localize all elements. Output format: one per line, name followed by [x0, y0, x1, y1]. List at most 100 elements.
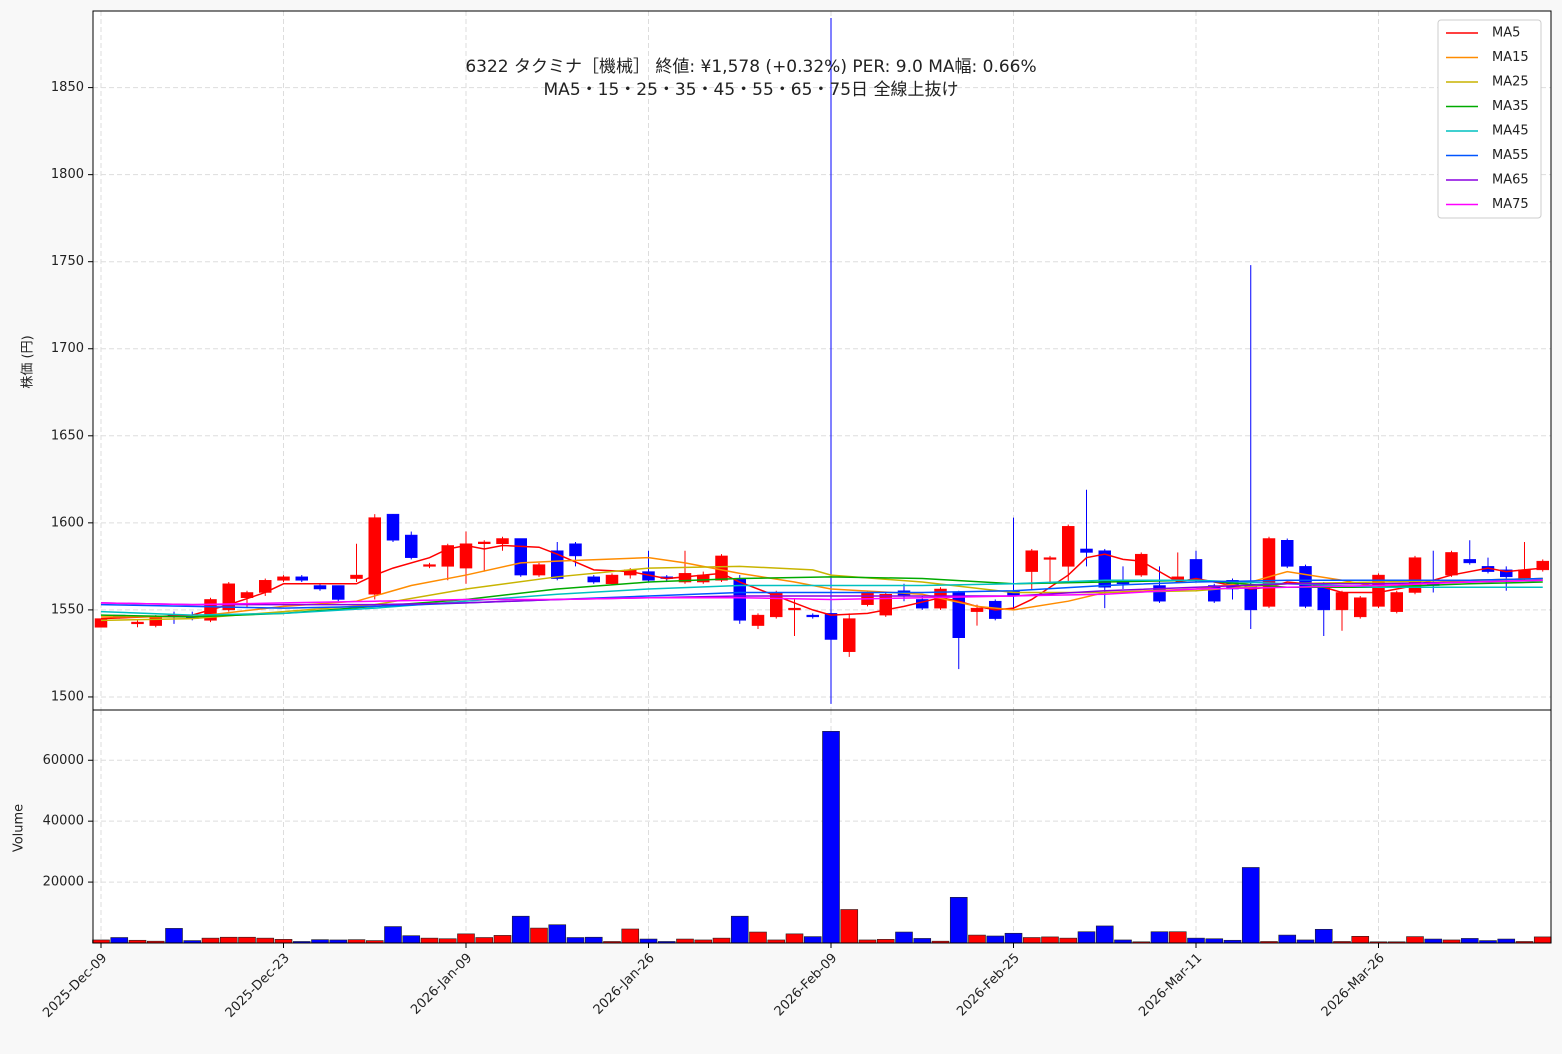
y-tick-label: 1550 [51, 602, 84, 617]
candle-body [1500, 569, 1513, 578]
volume-bar [566, 937, 585, 944]
volume-bar [949, 897, 968, 944]
volume-bar [1351, 935, 1370, 944]
candle-body [587, 576, 600, 583]
legend-label: MA25 [1492, 75, 1529, 90]
x-tick-label: 2026-Mar-26 [1319, 951, 1388, 1020]
candle-body [1445, 552, 1458, 576]
volume-bar [1022, 937, 1041, 944]
chart-title: 6322 タクミナ［機械］ 終値: ¥1,578 (+0.32%) PER: 9… [465, 57, 1036, 77]
volume-bar [1150, 931, 1169, 944]
volume-bar [548, 924, 567, 944]
y-tick-label: 20000 [43, 875, 84, 890]
volume-bar [402, 935, 421, 944]
volume-bar [876, 939, 895, 944]
y-tick-label: 1650 [51, 428, 84, 443]
y-tick-label: 1800 [51, 167, 84, 182]
candle-body [1080, 548, 1093, 553]
x-tick-label: 2025-Dec-09 [40, 951, 110, 1021]
candle-body [295, 576, 308, 581]
x-tick-label: 2026-Mar-11 [1136, 951, 1205, 1020]
y-tick-label: 1700 [51, 341, 84, 356]
candle-body [1098, 550, 1111, 588]
volume-bar [1533, 936, 1552, 944]
volume-bar [749, 931, 767, 944]
candle-body [405, 534, 418, 558]
candle-body [478, 541, 491, 544]
candle-body [605, 574, 619, 585]
volume-bar [621, 928, 640, 944]
y-tick-label: 40000 [43, 814, 84, 829]
volume-bar [1406, 936, 1424, 944]
volume-bar [1278, 934, 1297, 944]
candle-body [423, 564, 436, 567]
x-tick-label: 2026-Jan-26 [591, 951, 658, 1018]
x-tick-label: 2025-Dec-23 [223, 951, 293, 1021]
candle-body [1463, 559, 1476, 564]
ma-line [100, 579, 1543, 606]
candle-body [1281, 540, 1294, 567]
legend-label: MA45 [1492, 124, 1529, 139]
volume-bar [840, 909, 859, 944]
volume-bar [785, 933, 804, 944]
volume-bar [110, 937, 129, 944]
candle-body [1062, 526, 1075, 567]
chart-subtitle: MA5・15・25・35・45・55・65・75日 全線上抜け [544, 80, 959, 100]
candle-body [751, 614, 765, 626]
candle-body [350, 574, 363, 579]
legend-label: MA15 [1492, 50, 1529, 65]
volume-bar [986, 935, 1005, 944]
volume-bar [1004, 932, 1023, 944]
volume-bar [1497, 938, 1516, 944]
ma-line [100, 579, 1543, 606]
volume-bar [712, 937, 731, 944]
candle-body [1335, 592, 1349, 611]
candle-body [715, 555, 728, 581]
candle-body [1135, 553, 1148, 576]
candle-body [824, 613, 838, 640]
candle-body [1025, 550, 1038, 572]
candle-body [459, 543, 473, 569]
candle-body [240, 592, 254, 598]
candle-body [1354, 597, 1367, 618]
volume-bar [511, 915, 530, 944]
candle-body [1518, 569, 1531, 579]
candle-body [1262, 538, 1276, 607]
volume-bar [1168, 931, 1187, 944]
volume-bar [1241, 867, 1260, 944]
candle-body [1536, 560, 1549, 571]
y-tick-label: 1500 [51, 689, 84, 704]
volume-bar [1424, 938, 1443, 944]
volume-bar [219, 936, 238, 944]
volume-bar [347, 939, 366, 944]
legend-box [1437, 19, 1542, 219]
candle-body [332, 585, 345, 600]
candle-body [843, 618, 856, 652]
volume-bar [730, 915, 749, 944]
volume-bar [238, 936, 256, 944]
y-axis-label: 株価 (円) [21, 335, 36, 388]
volume-axis-label: Volume [12, 804, 27, 852]
legend-label: MA65 [1492, 173, 1529, 188]
legend-label: MA55 [1492, 148, 1529, 163]
volume-bar [1205, 938, 1224, 944]
candle-body [952, 592, 965, 638]
volume-bar [1041, 936, 1059, 944]
candle-body [970, 607, 984, 612]
volume-bar [676, 938, 694, 944]
volume-frame [92, 709, 1552, 944]
y-tick-label: 1850 [51, 80, 84, 95]
volume-bar [895, 931, 913, 944]
volume-bar [1095, 925, 1114, 944]
y-tick-label: 1750 [51, 254, 84, 269]
volume-bar [420, 937, 439, 944]
volume-bar [457, 933, 475, 944]
volume-bar [475, 937, 494, 944]
volume-bar [1059, 937, 1078, 944]
volume-bar [530, 927, 548, 944]
candle-body [386, 513, 400, 541]
candle-body [551, 550, 564, 579]
candle-body [1390, 592, 1403, 612]
y-tick-label: 60000 [43, 753, 84, 768]
